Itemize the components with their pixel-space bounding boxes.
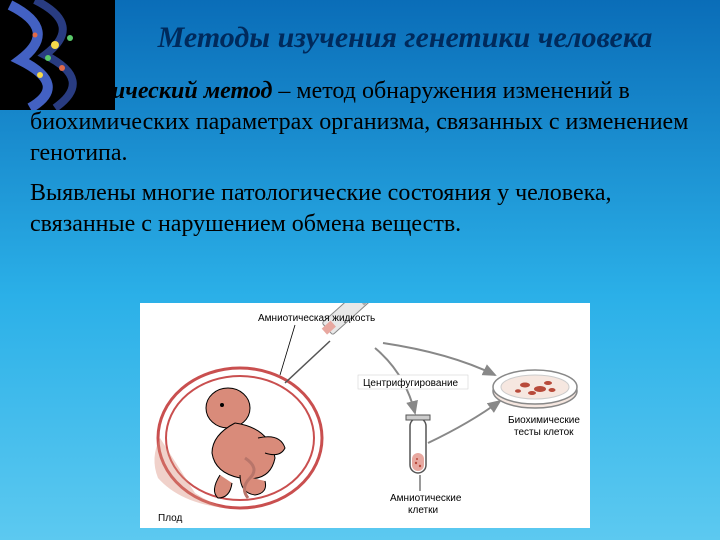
label-amniotic-fluid: Амниотическая жидкость (258, 313, 375, 324)
label-biochem-2: тесты клеток (514, 427, 574, 438)
label-amniotic-cells-1: Амниотические (390, 493, 462, 504)
paragraph-2: Выявлены многие патологические состояния… (30, 178, 690, 240)
test-tube-icon (406, 415, 430, 473)
paragraph-1: Биохимический метод – метод обнаружения … (30, 76, 690, 170)
label-biochem-1: Биохимические (508, 415, 580, 426)
label-amniotic-cells-2: клетки (408, 505, 438, 516)
dna-helix-icon (0, 0, 115, 110)
label-fetus: Плод (158, 513, 182, 524)
amniocentesis-diagram: Амниотическая жидкость Центрифугирование… (140, 303, 590, 528)
label-centrifuge: Центрифугирование (363, 377, 459, 389)
petri-dish-icon (493, 370, 577, 408)
corner-dna-image (0, 0, 115, 110)
